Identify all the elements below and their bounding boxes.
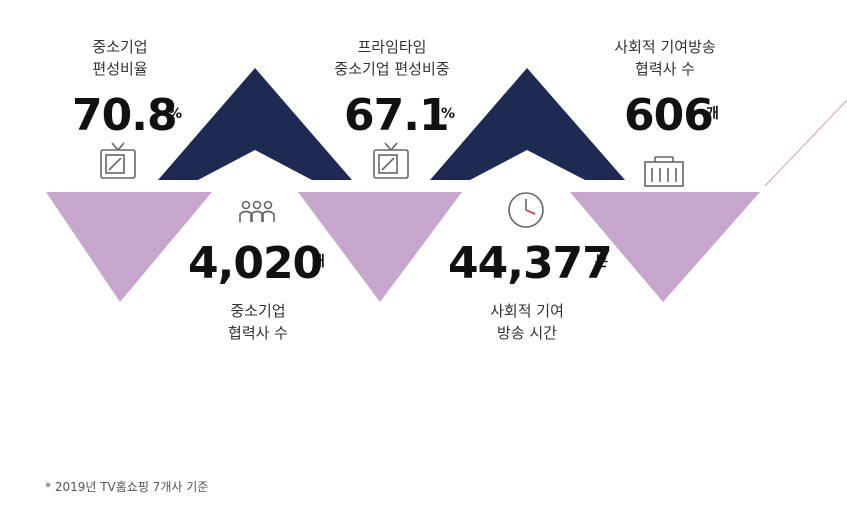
stat-unit: 개 <box>706 106 719 122</box>
stat-label: 방송 시간 <box>497 324 557 342</box>
stat-label: 사회적 기여방송 <box>614 38 715 56</box>
stat-unit: 개 <box>312 254 325 270</box>
stat-label: 협력사 수 <box>228 324 288 342</box>
clock-icon <box>508 192 544 228</box>
stat-label: 편성비율 <box>92 60 147 78</box>
stat-value: 67.1 <box>344 90 449 141</box>
stat-label: 프라임타임 <box>357 38 426 56</box>
deco-line <box>764 99 847 187</box>
lilac-shape <box>46 192 212 302</box>
tv-icon <box>100 142 136 179</box>
lilac-shape <box>298 192 462 302</box>
stat-label: 중소기업 편성비중 <box>334 60 449 78</box>
building-icon <box>644 156 684 187</box>
stat-value: 606 <box>624 90 713 141</box>
stat-label: 중소기업 <box>92 38 147 56</box>
stat-unit: % <box>168 106 182 122</box>
tv-icon <box>373 142 409 179</box>
lilac-shape <box>570 192 760 302</box>
stat-label: 협력사 수 <box>635 60 695 78</box>
stat-unit: 분 <box>595 254 608 270</box>
footnote: * 2019년 TV홈쇼핑 7개사 기준 <box>45 480 208 494</box>
stat-value: 44,377 <box>448 238 612 289</box>
navy-shape <box>430 68 625 180</box>
stat-label: 중소기업 <box>230 302 285 320</box>
stat-value: 4,020 <box>188 238 322 289</box>
stat-value: 70.8 <box>72 90 177 141</box>
people-icon <box>239 200 275 222</box>
stat-label: 사회적 기여 <box>490 302 564 320</box>
stat-unit: % <box>441 106 455 122</box>
navy-shape <box>158 68 352 180</box>
